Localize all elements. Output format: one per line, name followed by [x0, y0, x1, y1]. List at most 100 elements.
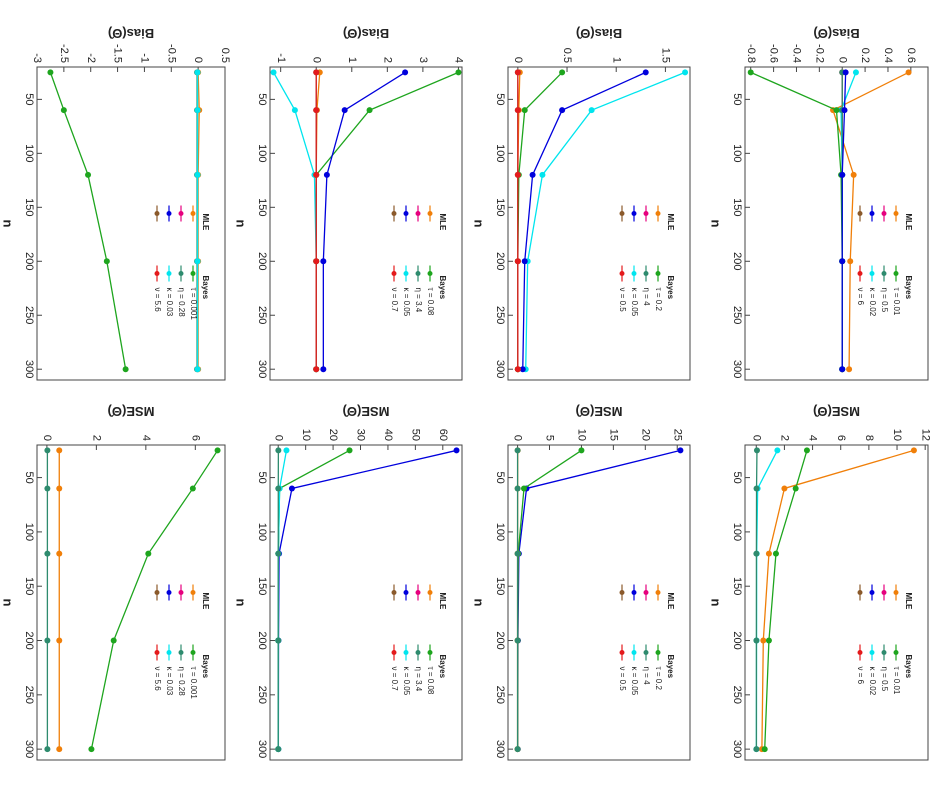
series-line [274, 72, 317, 369]
legend-mle-marker [404, 211, 409, 216]
data-point [320, 258, 326, 264]
legend-param-label: κ = 0.02 [868, 667, 877, 696]
legend-param-label: τ = 0.2 [654, 288, 663, 312]
y-tick-label: 4 [807, 435, 819, 441]
legend-param-label: ν = 5.6 [153, 288, 162, 313]
data-point [195, 69, 201, 75]
data-point [283, 447, 289, 453]
data-point [515, 485, 521, 491]
legend-bayes-marker [191, 650, 196, 655]
y-tick-label: 2 [90, 435, 102, 441]
data-point [515, 638, 521, 644]
data-point [347, 447, 353, 453]
data-point [271, 69, 277, 75]
legend-mle-marker [191, 590, 196, 595]
legend-param-label: η = 0.28 [177, 667, 186, 697]
data-point [753, 638, 759, 644]
y-tick-label: 1 [346, 57, 358, 63]
legend-mle-marker [882, 590, 887, 595]
data-point [834, 107, 840, 113]
data-point [760, 638, 766, 644]
data-point [839, 258, 845, 264]
y-tick-label: 1.5 [659, 48, 671, 63]
legend-param-label: κ = 0.05 [630, 288, 639, 317]
y-tick-label: 15 [607, 429, 619, 441]
data-point [753, 551, 759, 557]
y-tick-label: 0 [192, 57, 204, 63]
y-tick-label: 4 [140, 435, 152, 441]
legend-bayes-marker [167, 271, 172, 276]
data-point [515, 172, 521, 178]
legend-param-label: η = 0.28 [177, 288, 186, 318]
legend-bayes-marker [656, 650, 661, 655]
legend-header-bayes: Bayes [201, 655, 210, 679]
data-point [454, 447, 460, 453]
legend-mle-marker [656, 211, 661, 216]
data-point [44, 485, 50, 491]
legend-mle-marker [191, 211, 196, 216]
series-line [751, 72, 843, 369]
y-tick-label: 60 [437, 429, 449, 441]
x-tick-label: 250 [23, 686, 35, 704]
y-tick-label: 5 [544, 435, 556, 441]
x-tick-label: 50 [494, 93, 506, 105]
data-point [515, 258, 521, 264]
x-tick-label: 200 [494, 631, 506, 649]
legend-mle-marker [870, 211, 875, 216]
legend-header-mle: MLE [438, 214, 447, 232]
legend-bayes-marker [179, 650, 184, 655]
data-point [275, 746, 281, 752]
chart-title: Bias(Θ̂) [576, 26, 622, 41]
data-point [753, 746, 759, 752]
x-axis-label: n [472, 220, 487, 228]
x-axis-label: n [709, 599, 724, 607]
legend-bayes-marker [392, 271, 397, 276]
legend-bayes-marker [858, 271, 863, 276]
data-point [313, 107, 319, 113]
y-tick-label: -0.8 [745, 44, 757, 63]
x-tick-label: 250 [256, 686, 268, 704]
x-tick-label: 250 [731, 686, 743, 704]
legend-bayes-marker [428, 271, 433, 276]
data-point [275, 638, 281, 644]
series-line [526, 72, 685, 369]
y-tick-label: -3 [31, 53, 43, 63]
data-point [521, 485, 527, 491]
series-line [278, 450, 286, 749]
legend-header-bayes: Bayes [201, 276, 210, 300]
legend-mle-marker [656, 590, 661, 595]
data-point [44, 551, 50, 557]
legend-param-label: η = 4 [642, 667, 651, 686]
x-tick-label: 200 [731, 252, 743, 270]
legend-header-mle: MLE [201, 214, 210, 232]
x-tick-label: 100 [23, 523, 35, 541]
x-axis-label: n [1, 599, 16, 607]
data-point [842, 107, 848, 113]
y-tick-label: -2.5 [58, 44, 70, 63]
data-point [324, 172, 330, 178]
legend-param-label: τ = 0.01 [892, 288, 901, 316]
legend-bayes-marker [894, 271, 899, 276]
x-tick-label: 200 [731, 631, 743, 649]
x-tick-label: 150 [494, 198, 506, 216]
legend-bayes-marker [404, 650, 409, 655]
data-point [190, 485, 196, 491]
legend-bayes-marker [167, 650, 172, 655]
series-line [762, 450, 914, 749]
legend-mle-marker [858, 211, 863, 216]
y-tick-label: 0 [310, 57, 322, 63]
x-tick-label: 100 [256, 523, 268, 541]
data-point [320, 366, 326, 372]
data-point [515, 746, 521, 752]
data-point [44, 447, 50, 453]
data-point [275, 485, 281, 491]
y-tick-label: 3 [417, 57, 429, 63]
x-tick-label: 150 [494, 577, 506, 595]
y-tick-label: 0 [41, 435, 53, 441]
data-point [215, 447, 221, 453]
data-point [748, 69, 754, 75]
x-axis-label: n [709, 220, 724, 228]
y-tick-label: -0.4 [791, 44, 803, 63]
